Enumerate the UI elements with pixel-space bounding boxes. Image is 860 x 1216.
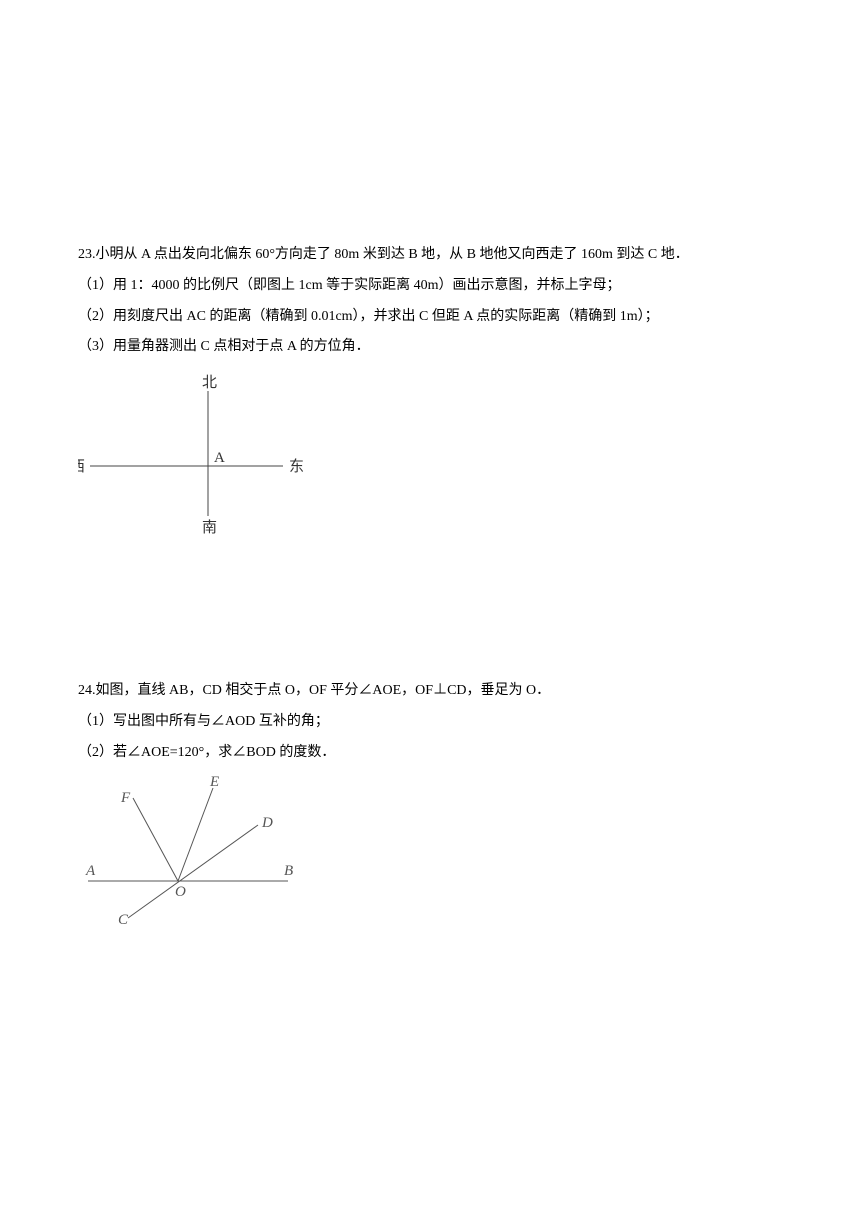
problem-24-sub1: （1）写出图中所有与∠AOD 互补的角； bbox=[78, 707, 782, 738]
problem-23-sub2: （2）用刻度尺出 AC 的距离（精确到 0.01cm），并求出 C 但距 A 点… bbox=[78, 302, 782, 333]
svg-text:北: 北 bbox=[202, 374, 217, 391]
compass-svg: 北南 东 西 A bbox=[78, 371, 308, 551]
problem-23-sub1: （1）用 1：4000 的比例尺（即图上 1cm 等于实际距离 40m）画出示意… bbox=[78, 271, 782, 302]
svg-text:D: D bbox=[261, 815, 273, 831]
problem-23-number: 23. bbox=[78, 247, 96, 262]
angle-svg: A B C D E F O bbox=[78, 776, 308, 926]
problem-24-number: 24. bbox=[78, 683, 96, 698]
problem-24-main: 24.如图，直线 AB，CD 相交于点 O，OF 平分∠AOE，OF⊥CD，垂足… bbox=[78, 676, 782, 707]
problem-24-sub2: （2）若∠AOE=120°，求∠BOD 的度数． bbox=[78, 738, 782, 769]
spacer bbox=[78, 576, 782, 676]
problem-23: 23.小明从 A 点出发向北偏东 60°方向走了 80m 米到达 B 地，从 B… bbox=[78, 240, 782, 564]
svg-text:南: 南 bbox=[202, 519, 217, 536]
svg-text:C: C bbox=[118, 912, 129, 926]
svg-text:E: E bbox=[209, 776, 219, 790]
problem-23-text: 小明从 A 点出发向北偏东 60°方向走了 80m 米到达 B 地，从 B 地他… bbox=[96, 247, 689, 262]
problem-24-text: 如图，直线 AB，CD 相交于点 O，OF 平分∠AOE，OF⊥CD，垂足为 O… bbox=[96, 683, 551, 698]
svg-text:东: 东 bbox=[289, 458, 304, 475]
svg-text:西: 西 bbox=[78, 459, 85, 475]
problem-23-sub3: （3）用量角器测出 C 点相对于点 A 的方位角． bbox=[78, 332, 782, 363]
problem-23-main: 23.小明从 A 点出发向北偏东 60°方向走了 80m 米到达 B 地，从 B… bbox=[78, 240, 782, 271]
compass-diagram: 北南 东 西 A bbox=[78, 371, 782, 564]
svg-text:O: O bbox=[175, 884, 186, 900]
angle-diagram: A B C D E F O bbox=[78, 776, 782, 939]
problem-24: 24.如图，直线 AB，CD 相交于点 O，OF 平分∠AOE，OF⊥CD，垂足… bbox=[78, 676, 782, 939]
svg-text:A: A bbox=[85, 863, 96, 879]
svg-text:A: A bbox=[214, 450, 225, 466]
svg-text:B: B bbox=[284, 863, 293, 879]
svg-text:F: F bbox=[120, 790, 131, 806]
